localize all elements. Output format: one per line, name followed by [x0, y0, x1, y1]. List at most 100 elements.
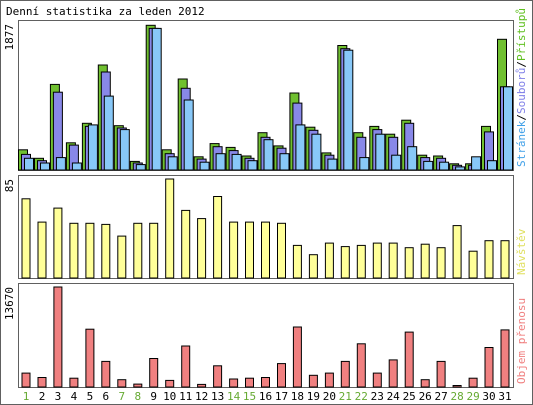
bar-visits-Návštěv-14: [229, 221, 239, 279]
bar-transfer-Objem přenosu-9: [149, 358, 159, 388]
bar-hits-Stránek-24: [391, 154, 402, 171]
bar-hits-Stránek-15: [247, 160, 258, 171]
x-tick-label: 20: [323, 390, 336, 403]
bar-hits-Stránek-17: [279, 153, 290, 171]
x-tick-label: 8: [134, 390, 141, 403]
bar-transfer-Objem přenosu-19: [308, 374, 318, 388]
bar-hits-Stránek-29: [471, 156, 482, 171]
bar-visits-Návštěv-21: [340, 246, 350, 279]
bar-visits-Návštěv-9: [149, 222, 159, 279]
bar-visits-Návštěv-3: [53, 207, 63, 279]
bar-hits-Stránek-7: [119, 129, 130, 171]
bar-hits-Stránek-28: [455, 166, 466, 171]
bar-hits-Stránek-2: [40, 162, 50, 171]
bar-hits-Stránek-4: [71, 162, 82, 171]
bar-visits-Návštěv-17: [277, 222, 286, 279]
bar-hits-Stránek-22: [359, 157, 370, 171]
legend: Stránek/Souborů/Přístupů: [515, 8, 528, 167]
x-tick-label: 19: [307, 390, 320, 403]
panel-transfer: 13670 Objem přenosu: [3, 283, 528, 388]
bar-visits-Návštěv-10: [165, 178, 175, 279]
bar-visits-Návštěv-30: [484, 240, 494, 279]
bar-hits-Stránek-12: [199, 161, 210, 171]
bar-visits-Návštěv-25: [404, 247, 414, 279]
x-tick-label: 4: [71, 390, 78, 403]
bar-visits-Návštěv-29: [468, 250, 478, 279]
bar-hits-Stránek-9: [151, 27, 162, 171]
bar-visits-Návštěv-5: [85, 222, 95, 279]
bar-transfer-Objem přenosu-30: [484, 347, 494, 388]
bar-transfer-Objem přenosu-25: [404, 331, 414, 388]
bar-visits-Návštěv-1: [21, 198, 31, 279]
bar-visits-Návštěv-26: [420, 243, 430, 279]
bar-transfer-Objem přenosu-17: [277, 363, 286, 388]
bar-hits-Stránek-8: [135, 164, 146, 171]
bar-hits-Stránek-27: [439, 161, 450, 171]
y-max-label: 85: [3, 179, 16, 192]
bar-hits-Stránek-18: [295, 124, 306, 171]
bar-hits-Stránek-23: [375, 133, 386, 171]
bar-transfer-Objem přenosu-8: [133, 383, 143, 388]
x-tick-label: 16: [259, 390, 272, 403]
legend-separator: /: [515, 61, 528, 68]
bar-visits-Návštěv-13: [213, 196, 223, 279]
bar-transfer-Objem přenosu-29: [468, 377, 478, 388]
bar-hits-Stránek-30: [487, 160, 497, 171]
x-tick-label: 24: [387, 390, 401, 403]
bar-visits-Návštěv-7: [117, 235, 127, 279]
x-tick-label: 3: [55, 390, 62, 403]
bar-visits-Návštěv-24: [388, 242, 398, 279]
y-max-label: 1877: [3, 24, 16, 51]
bar-hits-Stránek-14: [231, 153, 242, 171]
bar-hits-Stránek-1: [24, 157, 34, 171]
chart-title: Denní statistika za leden 2012: [6, 5, 205, 18]
bar-visits-Návštěv-8: [133, 222, 143, 279]
legend: Objem přenosu: [515, 298, 528, 384]
bar-hits-Stránek-10: [167, 156, 178, 171]
bar-hits-Stránek-25: [407, 146, 418, 171]
bar-visits-Návštěv-12: [197, 218, 207, 279]
x-tick-label: 1: [23, 390, 30, 403]
bar-transfer-Objem přenosu-31: [500, 329, 510, 388]
bar-transfer-Objem přenosu-12: [197, 383, 207, 388]
bar-visits-Návštěv-28: [452, 225, 462, 279]
x-tick-label: 22: [355, 390, 368, 403]
x-tick-label: 11: [179, 390, 192, 403]
bar-visits-Návštěv-27: [436, 247, 446, 279]
bar-hits-Stránek-31: [503, 86, 513, 171]
legend-separator: /: [515, 114, 528, 121]
bar-visits-Návštěv-20: [324, 242, 334, 279]
bar-visits-Návštěv-19: [308, 254, 318, 279]
bar-transfer-Objem přenosu-24: [388, 359, 398, 388]
panel-visits: 85 Návštěv: [3, 175, 528, 279]
bar-visits-Návštěv-6: [101, 223, 111, 279]
x-tick-label: 9: [150, 390, 157, 403]
x-tick-label: 15: [243, 390, 256, 403]
x-tick-label: 26: [419, 390, 432, 403]
bar-transfer-Objem přenosu-21: [340, 360, 350, 388]
x-tick-label: 14: [227, 390, 241, 403]
bar-transfer-Objem přenosu-27: [436, 360, 446, 388]
bar-visits-Návštěv-18: [292, 244, 302, 279]
bar-hits-Stránek-16: [263, 139, 274, 171]
bar-hits-Stránek-20: [327, 158, 338, 171]
bar-transfer-Objem přenosu-6: [101, 360, 111, 388]
x-tick-label: 10: [163, 390, 176, 403]
legend-entry: Objem přenosu: [515, 298, 528, 384]
bar-visits-Návštěv-23: [372, 242, 382, 279]
bar-transfer-Objem přenosu-26: [420, 379, 430, 388]
bar-hits-Stránek-26: [423, 160, 434, 171]
bar-hits-Stránek-5: [87, 124, 98, 171]
bar-hits-Stránek-19: [311, 133, 322, 171]
x-tick-label: 21: [339, 390, 352, 403]
bar-transfer-Objem přenosu-11: [181, 345, 191, 388]
bar-visits-Návštěv-31: [500, 240, 510, 279]
bar-visits-Návštěv-4: [69, 222, 79, 279]
bar-transfer-Objem přenosu-3: [53, 286, 63, 388]
bar-visits-Návštěv-16: [261, 221, 270, 279]
bar-hits-Stránek-6: [103, 95, 114, 171]
bar-hits-Stránek-21: [343, 49, 354, 171]
bar-hits-Stránek-13: [215, 153, 226, 171]
bar-transfer-Objem přenosu-14: [229, 378, 239, 388]
